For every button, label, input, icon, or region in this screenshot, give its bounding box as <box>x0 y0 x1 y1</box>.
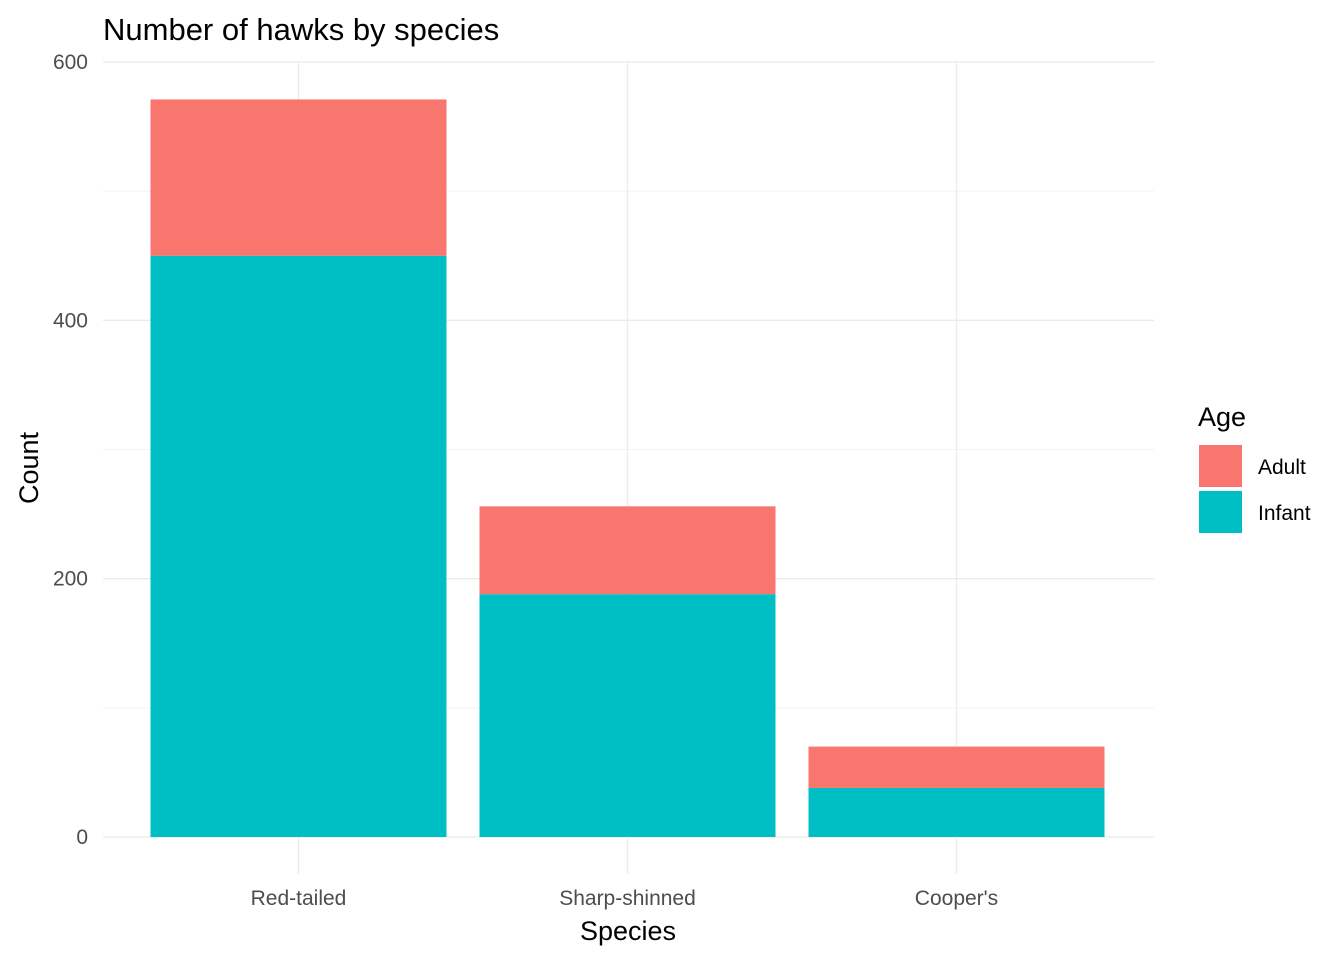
bar-red-tailed-adult <box>150 99 447 256</box>
y-axis-title: Count <box>14 431 44 504</box>
x-tick-label: Sharp-shinned <box>559 887 696 910</box>
legend-key-infant <box>1199 491 1242 533</box>
y-axis-ticks: 0 200 400 600 <box>53 51 88 849</box>
legend-label-infant: Infant <box>1258 502 1311 525</box>
legend-key-adult <box>1199 445 1242 487</box>
x-axis-ticks: Red-tailed Sharp-shinned Cooper's <box>251 887 999 910</box>
y-tick-label: 600 <box>53 51 88 74</box>
bar-sharp-shinned-adult <box>479 506 776 595</box>
legend-label-adult: Adult <box>1258 456 1306 479</box>
bar-cooper-s-infant <box>808 787 1105 837</box>
y-tick-label: 200 <box>53 568 88 591</box>
chart-title: Number of hawks by species <box>103 12 499 47</box>
x-tick-label: Red-tailed <box>251 887 347 910</box>
bar-red-tailed-infant <box>150 255 447 837</box>
y-tick-label: 0 <box>76 826 88 849</box>
bar-cooper-s-adult <box>808 746 1105 788</box>
bars <box>150 99 1105 837</box>
x-axis-title: Species <box>580 916 676 946</box>
x-tick-label: Cooper's <box>915 887 998 910</box>
legend-title: Age <box>1198 402 1246 432</box>
legend: Age Adult Infant <box>1198 402 1311 533</box>
bar-sharp-shinned-infant <box>479 594 776 837</box>
y-tick-label: 400 <box>53 309 88 332</box>
